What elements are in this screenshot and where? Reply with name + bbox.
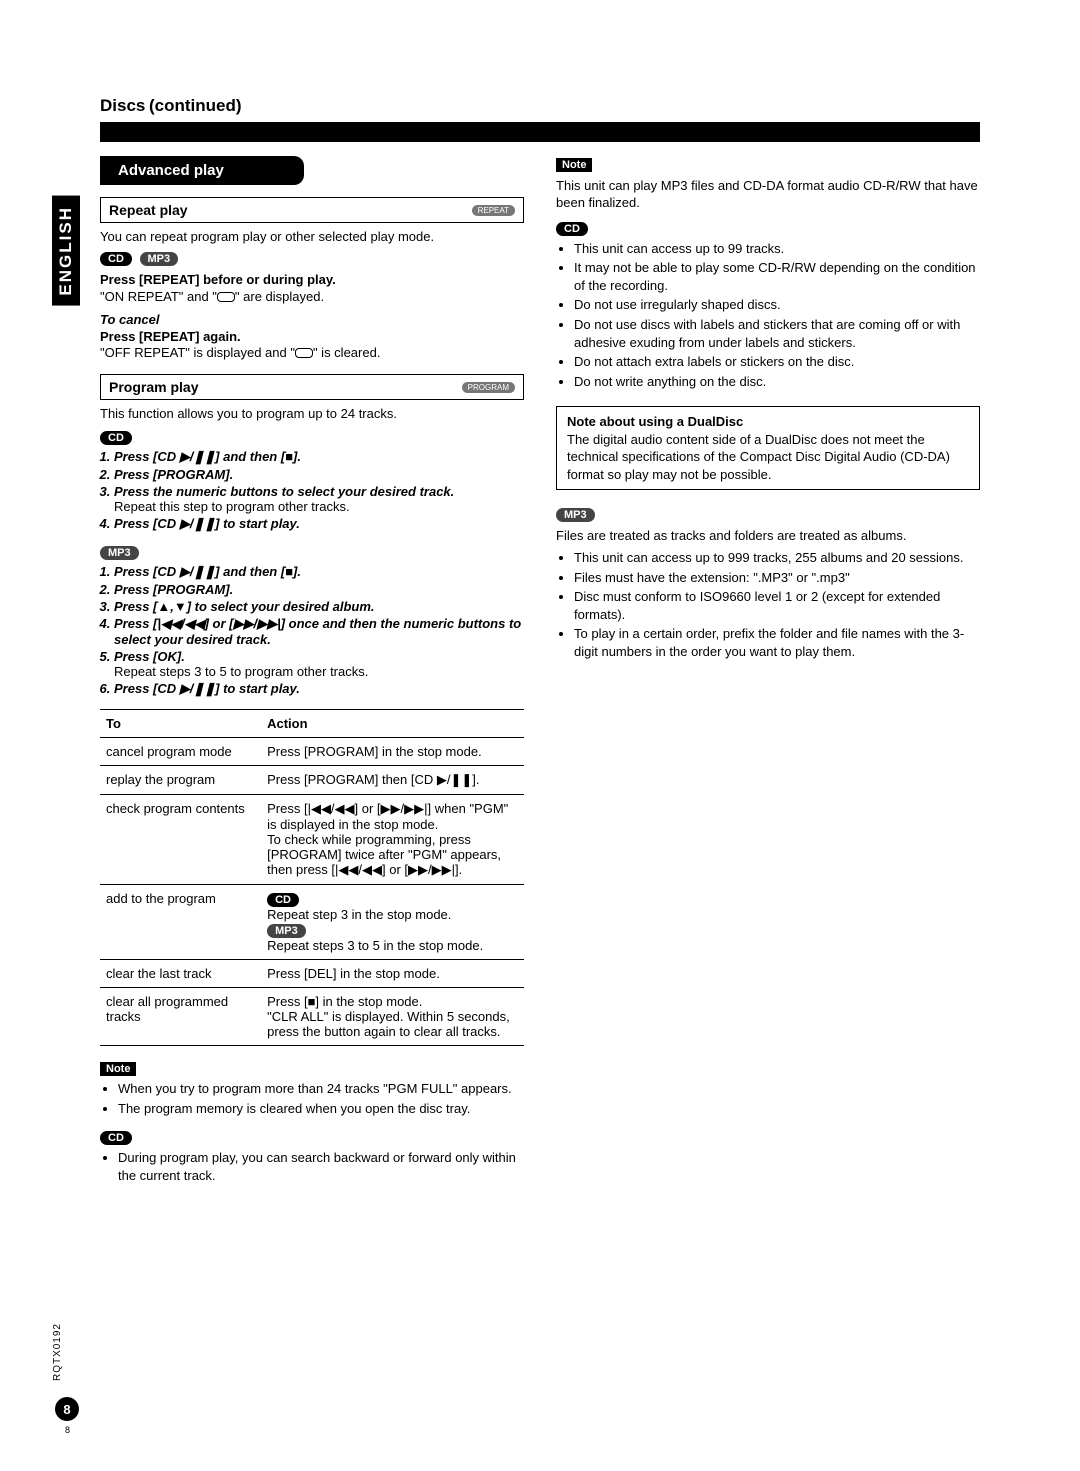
tiny-page-number: 8 [65, 1425, 70, 1435]
list-item: Disc must conform to ISO9660 level 1 or … [574, 588, 980, 623]
mp3-badge: MP3 [267, 924, 306, 938]
list-item: Do not use irregularly shaped discs. [574, 296, 980, 314]
step-item: Press [CD ▶/❚❚] and then [■]. [114, 449, 524, 465]
repeat-on-text: "ON REPEAT" and "" are displayed. [100, 289, 524, 306]
cd-badge: CD [100, 431, 132, 445]
to-cancel-label: To cancel [100, 312, 524, 329]
list-item: The program memory is cleared when you o… [118, 1100, 524, 1118]
right-mp3-list: This unit can access up to 999 tracks, 2… [556, 549, 980, 660]
section-continued: (continued) [149, 96, 242, 115]
cell-to: clear all programmed tracks [100, 988, 261, 1046]
cancel-off-text: "OFF REPEAT" is displayed and "" is clea… [100, 345, 524, 362]
cell-action: Press [■] in the stop mode."CLR ALL" is … [261, 988, 524, 1046]
table-row: check program contentsPress [|◀◀/◀◀] or … [100, 795, 524, 885]
note-badge: Note [100, 1062, 136, 1076]
list-item: This unit can access up to 999 tracks, 2… [574, 549, 980, 567]
step-item: Press [▲,▼] to select your desired album… [114, 599, 524, 614]
repeat-intro: You can repeat program play or other sel… [100, 229, 524, 246]
cell-action: Press [PROGRAM] in the stop mode. [261, 738, 524, 766]
dualdisc-title: Note about using a DualDisc [567, 413, 969, 431]
table-row: cancel program modePress [PROGRAM] in th… [100, 738, 524, 766]
model-code: RQTX0192 [52, 1323, 63, 1381]
list-item: Do not write anything on the disc. [574, 373, 980, 391]
repeat-badges: CD MP3 [100, 250, 524, 266]
repeat-press-line: Press [REPEAT] before or during play. [100, 272, 524, 289]
cd-badge: CD [100, 252, 132, 266]
note1-list: When you try to program more than 24 tra… [100, 1080, 524, 1117]
program-button-label: PROGRAM [462, 382, 515, 393]
table-row: replay the programPress [PROGRAM] then [… [100, 766, 524, 795]
right-column: Note This unit can play MP3 files and CD… [556, 142, 980, 1188]
advanced-play-heading: Advanced play [100, 156, 304, 185]
section-heading: Discs (continued) [100, 96, 980, 116]
col-to: To [100, 710, 261, 738]
mp3-badge: MP3 [100, 546, 139, 560]
cd-steps: Press [CD ▶/❚❚] and then [■]. Press [PRO… [100, 449, 524, 532]
cell-action: Press [|◀◀/◀◀] or [▶▶/▶▶|] when "PGM" is… [261, 795, 524, 885]
step-item: Press [CD ▶/❚❚] and then [■]. [114, 564, 524, 580]
section-title: Discs [100, 96, 145, 115]
cd-note-list: During program play, you can search back… [100, 1149, 524, 1184]
step-item: Press [PROGRAM]. [114, 467, 524, 482]
list-item: It may not be able to play some CD-R/RW … [574, 259, 980, 294]
program-play-header: Program play PROGRAM [100, 374, 524, 400]
repeat-play-title: Repeat play [109, 202, 188, 218]
list-item: During program play, you can search back… [118, 1149, 524, 1184]
step-item: Press [|◀◀/◀◀] or [▶▶/▶▶|] once and then… [114, 616, 524, 647]
step-item: Press [CD ▶/❚❚] to start play. [114, 516, 524, 532]
dualdisc-note-box: Note about using a DualDisc The digital … [556, 406, 980, 490]
mp3-badge: MP3 [556, 508, 595, 522]
mp3-steps: Press [CD ▶/❚❚] and then [■]. Press [PRO… [100, 564, 524, 697]
dualdisc-text: The digital audio content side of a Dual… [567, 431, 969, 484]
step-item: Press [CD ▶/❚❚] to start play. [114, 681, 524, 697]
cell-to: add to the program [100, 885, 261, 960]
list-item: Do not attach extra labels or stickers o… [574, 353, 980, 371]
cell-to: cancel program mode [100, 738, 261, 766]
cell-action: Press [DEL] in the stop mode. [261, 960, 524, 988]
actions-table: To Action cancel program modePress [PROG… [100, 709, 524, 1046]
program-intro: This function allows you to program up t… [100, 406, 524, 423]
cd-badge: CD [267, 893, 299, 907]
cell-to: check program contents [100, 795, 261, 885]
list-item: This unit can access up to 99 tracks. [574, 240, 980, 258]
cd-badge: CD [100, 1131, 132, 1145]
step-item: Press [PROGRAM]. [114, 582, 524, 597]
repeat-button-label: REPEAT [472, 205, 515, 216]
repeat-icon [295, 348, 313, 358]
right-cd-list: This unit can access up to 99 tracks.It … [556, 240, 980, 390]
mp3-badge: MP3 [140, 252, 179, 266]
table-row: add to the programCDRepeat step 3 in the… [100, 885, 524, 960]
cancel-press-line: Press [REPEAT] again. [100, 329, 524, 346]
mp3-intro: Files are treated as tracks and folders … [556, 528, 980, 545]
language-tab: ENGLISH [52, 196, 80, 306]
list-item: When you try to program more than 24 tra… [118, 1080, 524, 1098]
list-item: Do not use discs with labels and sticker… [574, 316, 980, 351]
cell-action: CDRepeat step 3 in the stop mode.MP3Repe… [261, 885, 524, 960]
col-action: Action [261, 710, 524, 738]
cell-to: clear the last track [100, 960, 261, 988]
program-play-title: Program play [109, 379, 198, 395]
page-number-circle: 8 [55, 1397, 79, 1421]
list-item: To play in a certain order, prefix the f… [574, 625, 980, 660]
step-item: Press the numeric buttons to select your… [114, 484, 524, 514]
list-item: Files must have the extension: ".MP3" or… [574, 569, 980, 587]
step-item: Press [OK].Repeat steps 3 to 5 to progra… [114, 649, 524, 679]
repeat-play-header: Repeat play REPEAT [100, 197, 524, 223]
note-badge: Note [556, 158, 592, 172]
right-note-intro: This unit can play MP3 files and CD-DA f… [556, 178, 980, 212]
repeat-icon [217, 292, 235, 302]
table-row: clear all programmed tracksPress [■] in … [100, 988, 524, 1046]
divider-bar [100, 122, 980, 142]
cd-badge: CD [556, 222, 588, 236]
cell-action: Press [PROGRAM] then [CD ▶/❚❚]. [261, 766, 524, 795]
table-row: clear the last trackPress [DEL] in the s… [100, 960, 524, 988]
left-column: Advanced play Repeat play REPEAT You can… [100, 142, 524, 1188]
cell-to: replay the program [100, 766, 261, 795]
